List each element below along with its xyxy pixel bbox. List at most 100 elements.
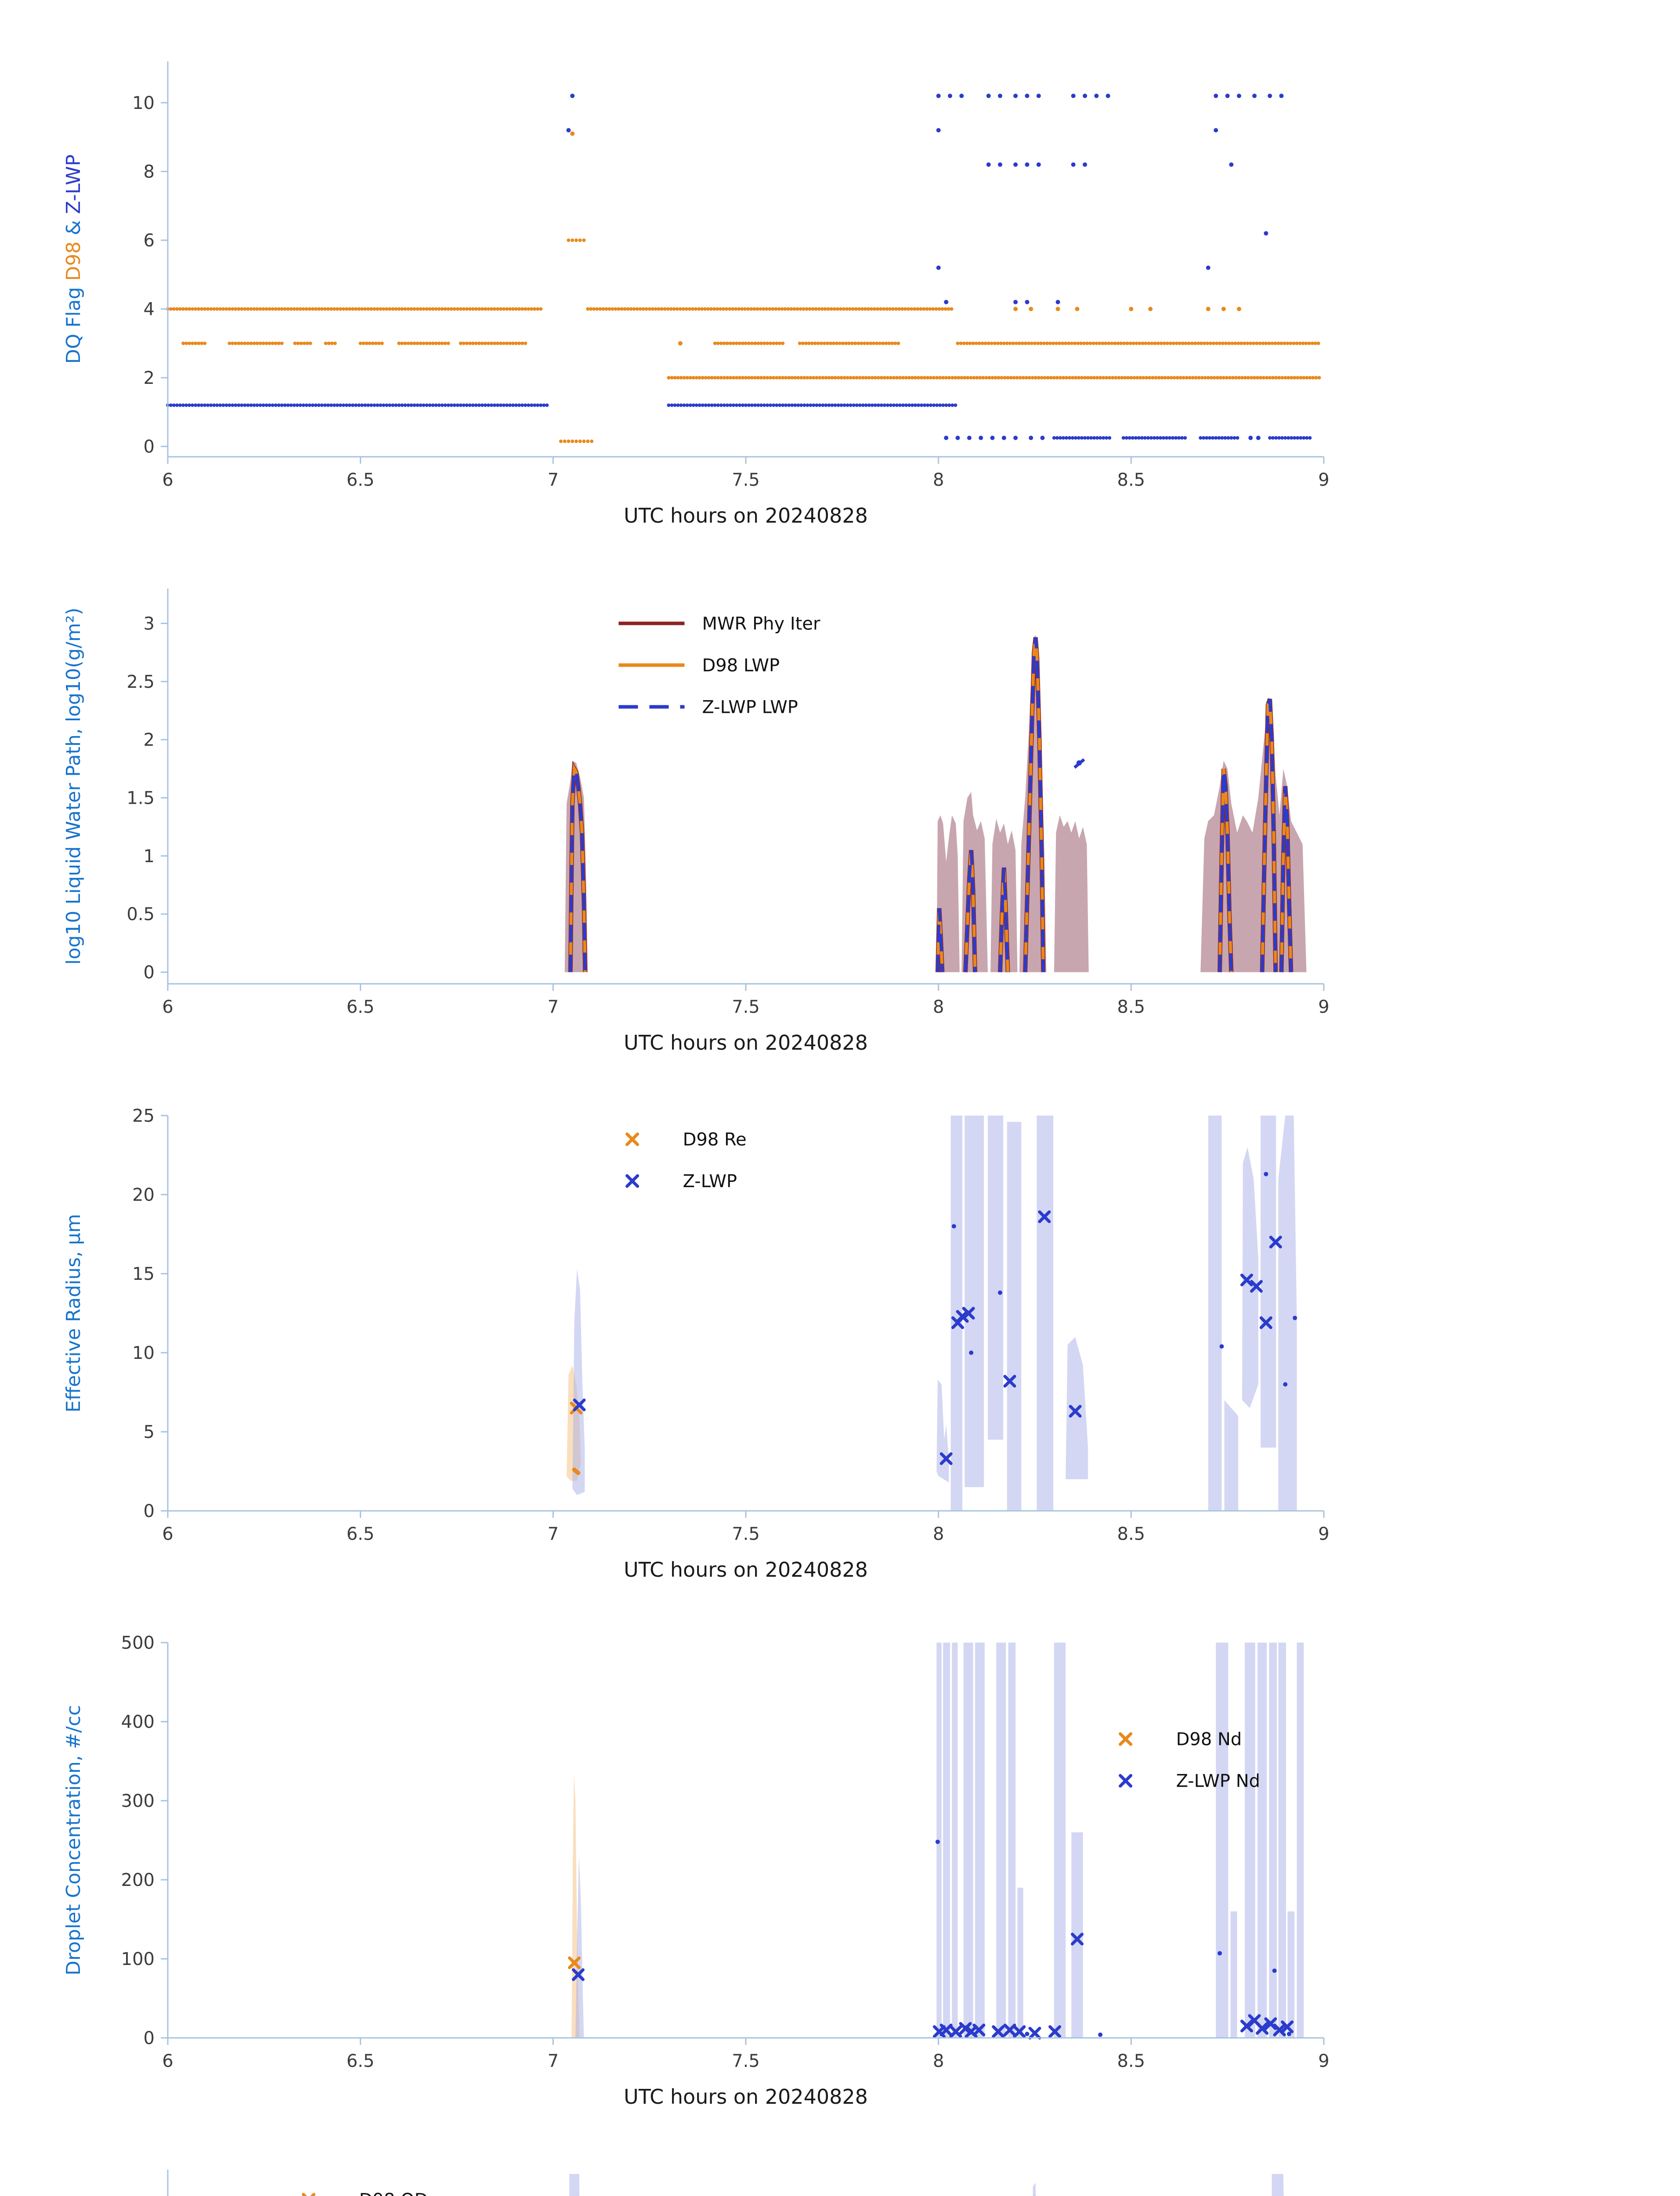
d98-flag-point [1013,307,1018,311]
d98-flag-run [437,341,441,345]
zlwp-nd-marker [571,1968,585,1981]
zlwp-flag-run [1271,436,1275,440]
zlwp-flag-run [926,403,930,407]
d98-flag-run [775,341,779,345]
zlwp-flag-run [910,403,914,407]
d98-flag-run [524,341,527,345]
d98-flag-run [771,307,775,311]
zlwp-nd-marker [959,2022,972,2035]
zlwp-re-dot [1219,1344,1224,1349]
zlwp-flag-point [1013,162,1018,167]
zlwp-flag-run [670,403,674,407]
d98-flag-run [654,307,658,311]
zlwp-flag-point [936,128,941,133]
zlwp-flag-run [533,403,537,407]
zlwp-flag-run [440,403,444,407]
d98-flag-run [483,307,487,311]
d98-flag-run [1258,341,1262,345]
d98-flag-run [688,376,692,379]
d98-flag-run [178,307,182,311]
d98-flag-run [766,341,770,345]
d98-flag-run [691,376,695,379]
d98-flag-run [893,341,897,345]
d98-flag-run [1021,376,1025,379]
d98-flag-run [496,341,499,345]
d98-flag-run [567,439,571,443]
zlwp-flag-run [882,403,886,407]
zlwp-re-marker [1259,1316,1272,1329]
d98-flag-run [960,376,964,379]
d98-flag-point [1029,307,1033,311]
zlwp-flag-run [1127,436,1131,440]
zlwp-flag-run [852,403,856,407]
zlwp-flag-run [833,403,837,407]
d98-flag-run [629,307,633,311]
zlwp-flag-run [855,403,859,407]
x-tick-label: 7 [548,997,559,1017]
x-axis-title: UTC hours on 20240828 [624,1558,868,1581]
d98-flag-run [675,307,679,311]
d98-flag-run [446,307,450,311]
d98-flag-run [1262,376,1266,379]
d98-flag-run [302,341,306,345]
d98-flag-run [1153,341,1157,345]
d98-flag-run [443,307,447,311]
zlwp-re-dot [951,1224,956,1228]
zlwp-flag-run [499,403,502,407]
d98-flag-run [1101,341,1105,345]
d98-flag-run [1085,341,1089,345]
d98-flag-run [823,307,827,311]
d98-flag-run [922,307,926,311]
zlwp-flag-run [944,403,948,407]
d98-flag-run [477,341,481,345]
zlwp-flag-run [412,403,416,407]
zlwp-flag-run [511,403,515,407]
zlwp-flag-run [1308,436,1312,440]
d98-flag-run [1231,376,1235,379]
zlwp-flag-run [719,403,723,407]
zlwp-flag-run [787,403,791,407]
d98-flag-run [790,376,794,379]
d98-flag-run [863,341,867,345]
d98-flag-run [1233,341,1237,345]
y-tick-label: 10 [132,93,155,113]
d98-flag-run [1237,376,1241,379]
d98-flag-run [681,307,685,311]
zlwp-flag-run [1092,436,1096,440]
d98-flag-run [890,341,894,345]
d98-flag-run [1267,341,1271,345]
d98-flag-run [641,307,645,311]
zlwp-flag-run [1277,436,1281,440]
zlwp-flag-run [329,403,333,407]
d98-flag-run [755,307,759,311]
d98-flag-run [719,341,723,345]
zlwp-flag-point [1237,94,1241,98]
zlwp-flag-run [1131,436,1134,440]
zlwp-flag-point [570,94,575,98]
zlwp-flag-run [1217,436,1221,440]
d98-flag-run [258,307,262,311]
d98-flag-run [514,307,518,311]
zlwp-flag-run [812,403,816,407]
d98-flag-run [866,341,870,345]
x-tick-label: 9 [1318,2051,1329,2071]
d98-flag-run [326,307,330,311]
d98-flag-run [1166,376,1170,379]
d98-flag-run [1228,376,1232,379]
zlwp-flag-point [998,162,1002,167]
d98-flag-run [1064,341,1068,345]
zlwp-flag-run [231,403,235,407]
d98-flag-run [286,307,290,311]
d98-flag-run [1033,341,1037,345]
d98-flag-run [690,307,694,311]
y-tick-label: 10 [132,1343,155,1363]
zlwp-flag-run [403,403,407,407]
zlwp-flag-run [249,403,253,407]
d98-flag-run [839,376,843,379]
d98-flag-run [1012,376,1016,379]
zlwp-flag-run [431,403,435,407]
zlwp-flag-run [1286,436,1290,440]
d98-flag-run [240,307,244,311]
d98-flag-run [1279,341,1283,345]
d98-flag-run [1293,376,1297,379]
